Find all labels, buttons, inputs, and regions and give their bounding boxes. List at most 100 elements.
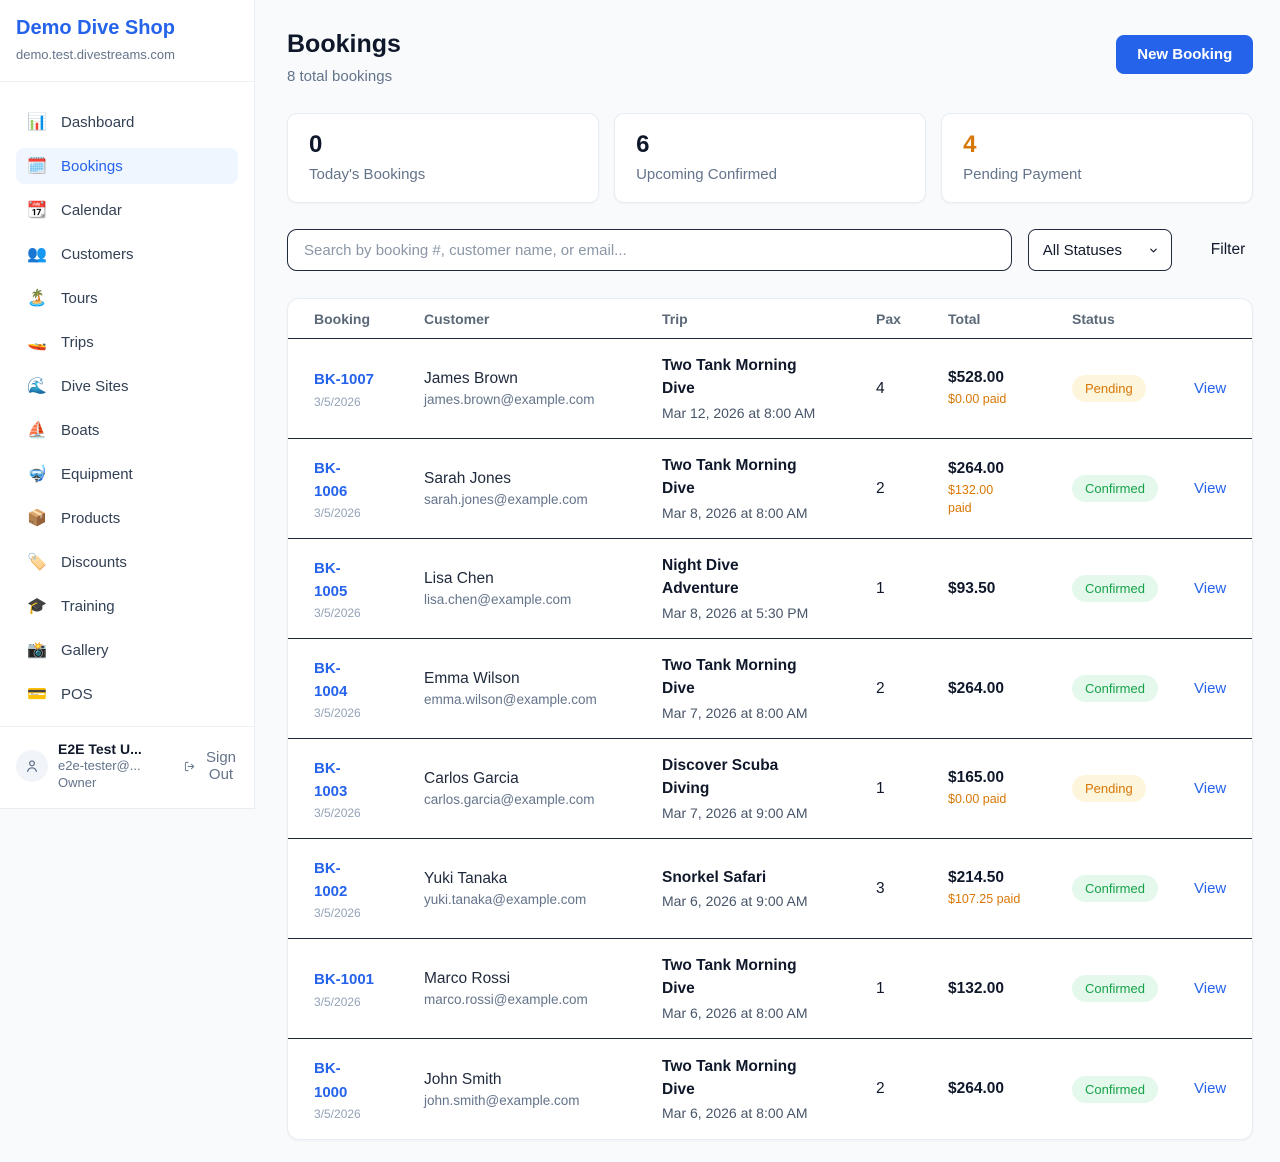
booking-id-link[interactable]: BK- 1000 [314,1060,348,1101]
customers-icon: 👥 [27,246,47,263]
customer-name: James Brown [424,370,518,387]
pax-count: 1 [876,779,885,797]
pax-count: 2 [876,1080,885,1097]
sidebar-nav: 📊 Dashboard 🗓️ Bookings 📆 Calendar 👥 Cus… [0,82,254,726]
sidebar-item-equipment[interactable]: 🤿 Equipment [16,456,238,492]
table-row: BK- 1003 3/5/2026 Carlos Garcia carlos.g… [288,739,1253,839]
sidebar-item-dive-sites[interactable]: 🌊 Dive Sites [16,368,238,404]
stats-cards: 0 Today's Bookings 6 Upcoming Confirmed … [287,113,1254,203]
sidebar-item-gallery[interactable]: 📸 Gallery [16,632,238,668]
trips-icon: 🚤 [27,334,47,351]
total-amount: $93.50 [948,579,996,597]
sidebar-item-trips[interactable]: 🚤 Trips [16,324,238,360]
filter-button[interactable]: Filter [1203,241,1253,259]
shop-name[interactable]: Demo Dive Shop [16,17,175,39]
customer-email: john.smith@example.com [424,1092,580,1108]
user-footer: E2E Test U... e2e-tester@... Owner Sign … [0,726,254,808]
view-link[interactable]: View [1194,379,1227,397]
sidebar-item-label: Calendar [61,201,122,219]
total-amount: $132.00 [948,979,1005,997]
status-badge: Confirmed [1072,875,1158,902]
view-link[interactable]: View [1194,679,1227,697]
sidebar-item-training[interactable]: 🎓 Training [16,588,238,624]
view-link[interactable]: View [1194,579,1227,597]
table-header: Booking Customer Trip Pax Total Status [288,299,1253,339]
bookings-icon: 🗓️ [27,158,47,175]
customer-name: Carlos Garcia [424,770,519,787]
stat-card-upcoming-confirmed: 6 Upcoming Confirmed [614,113,927,203]
booking-id-link[interactable]: BK- 1006 [314,459,348,500]
total-amount: $214.50 [948,868,1005,886]
sidebar-item-label: POS [61,685,93,703]
view-link[interactable]: View [1194,779,1227,797]
table-row: BK- 1005 3/5/2026 Lisa Chen lisa.chen@ex… [288,539,1253,639]
col-customer: Customer [424,310,490,327]
sidebar-item-bookings[interactable]: 🗓️ Bookings [16,148,238,184]
total-amount: $165.00 [948,768,1005,786]
dive-sites-icon: 🌊 [27,378,47,395]
sidebar-item-boats[interactable]: ⛵ Boats [16,412,238,448]
tours-icon: 🏝️ [27,290,47,307]
sidebar-item-label: Bookings [61,157,123,175]
sidebar-item-customers[interactable]: 👥 Customers [16,236,238,272]
trip-datetime: Mar 12, 2026 at 8:00 AM [662,404,816,421]
trip-datetime: Mar 6, 2026 at 8:00 AM [662,1004,808,1021]
paid-amount: $0.00 paid [948,391,1007,406]
view-link[interactable]: View [1194,1080,1227,1097]
new-booking-button[interactable]: New Booking [1116,35,1254,74]
booking-id-link[interactable]: BK-1007 [314,371,375,389]
booking-id-link[interactable]: BK- 1003 [314,759,348,800]
sign-out-button[interactable]: Sign Out [184,749,240,783]
sign-out-icon [184,761,195,771]
stat-label: Pending Payment [963,166,1082,183]
status-filter-select[interactable]: All Statuses [1027,229,1172,271]
status-badge: Confirmed [1072,675,1158,702]
booking-date: 3/5/2026 [314,906,361,921]
sidebar-item-products[interactable]: 📦 Products [16,500,238,536]
sidebar-item-label: Dashboard [61,113,135,131]
status-badge: Confirmed [1072,575,1158,602]
bookings-count: 8 total bookings [287,68,393,85]
stat-value: 0 [309,131,323,158]
view-link[interactable]: View [1194,879,1227,897]
booking-date: 3/5/2026 [314,1106,361,1121]
sidebar: Demo Dive Shop demo.test.divestreams.com… [0,0,255,809]
booking-date: 3/5/2026 [314,394,361,409]
dashboard-icon: 📊 [27,114,47,131]
paid-amount: $132.00 paid [948,483,994,515]
pax-count: 1 [876,979,885,997]
trip-name: Snorkel Safari [662,868,767,886]
pax-count: 4 [876,379,885,397]
booking-id-link[interactable]: BK- 1005 [314,559,348,600]
total-amount: $264.00 [948,1080,1005,1097]
search-input[interactable] [287,229,1012,271]
view-link[interactable]: View [1194,979,1227,997]
products-icon: 📦 [27,510,47,527]
stat-card-today-s-bookings: 0 Today's Bookings [287,113,600,203]
booking-id-link[interactable]: BK- 1004 [314,659,348,700]
total-amount: $264.00 [948,679,1005,697]
table-body: BK-1007 3/5/2026 James Brown james.brown… [288,339,1253,1139]
sidebar-item-tours[interactable]: 🏝️ Tours [16,280,238,316]
pax-count: 2 [876,479,885,497]
sidebar-item-calendar[interactable]: 📆 Calendar [16,192,238,228]
stat-value: 6 [636,131,650,158]
sidebar-item-dashboard[interactable]: 📊 Dashboard [16,104,238,140]
total-amount: $528.00 [948,368,1005,386]
status-badge: Pending [1072,375,1146,402]
view-link[interactable]: View [1194,479,1227,497]
pax-count: 1 [876,579,885,597]
booking-id-link[interactable]: BK- 1002 [314,859,348,900]
sidebar-item-discounts[interactable]: 🏷️ Discounts [16,544,238,580]
trip-datetime: Mar 6, 2026 at 8:00 AM [662,1105,808,1122]
booking-date: 3/5/2026 [314,706,361,721]
sidebar-item-label: Products [61,509,121,527]
booking-id-link[interactable]: BK-1001 [314,971,375,989]
sidebar-item-label: Tours [61,289,98,307]
chevron-down-icon [1149,248,1157,252]
training-icon: 🎓 [27,598,47,615]
customer-email: emma.wilson@example.com [424,692,597,707]
sidebar-item-pos[interactable]: 💳 POS [16,676,238,712]
trip-datetime: Mar 8, 2026 at 8:00 AM [662,504,808,521]
calendar-icon: 📆 [27,202,47,219]
